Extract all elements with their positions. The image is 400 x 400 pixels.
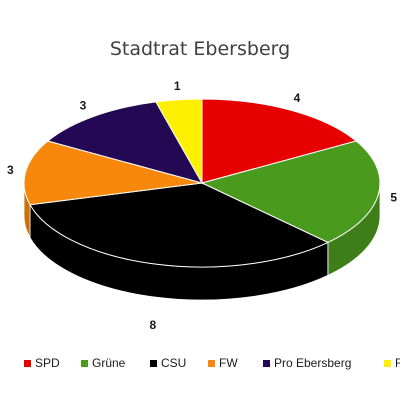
- data-label-gruene: 5: [390, 191, 397, 205]
- legend-label-spd: SPD: [35, 356, 60, 370]
- data-label-pro-ebersberg: 3: [80, 98, 87, 112]
- pie-slice-csu: [29, 182, 330, 268]
- pie-slice-spd: [201, 98, 358, 184]
- legend-label-pro-ebersberg: Pro Ebersberg: [274, 356, 351, 370]
- legend-swatch-csu: [150, 360, 157, 367]
- legend-swatch-pro-ebersberg: [263, 360, 270, 367]
- data-label-spd: 4: [294, 91, 301, 105]
- pie-slice-gruene: [200, 140, 381, 243]
- data-label-fdp: 1: [174, 79, 181, 93]
- legend-label-fw: FW: [219, 356, 238, 370]
- pie-slice-fw: [23, 140, 203, 206]
- pie-top-layer: [23, 98, 381, 268]
- pie-slice-pro-ebersberg: [46, 101, 204, 184]
- data-label-csu: 8: [149, 318, 156, 332]
- data-label-fw: 3: [7, 163, 14, 177]
- legend-swatch-fw: [208, 360, 215, 367]
- legend-label-fdp: FDP: [395, 356, 400, 370]
- legend-swatch-spd: [24, 360, 31, 367]
- data-labels: 4 5 8 3 3 1: [7, 79, 397, 332]
- legend-swatch-fdp: [384, 360, 391, 367]
- legend: SPD Grüne CSU FW Pro Ebersberg FDP: [24, 356, 400, 370]
- legend-label-csu: CSU: [161, 356, 186, 370]
- pie-slice-fdp: [155, 98, 203, 185]
- legend-swatch-gruene: [81, 360, 88, 367]
- chart-title: Stadtrat Ebersberg: [110, 38, 290, 60]
- legend-label-gruene: Grüne: [92, 356, 126, 370]
